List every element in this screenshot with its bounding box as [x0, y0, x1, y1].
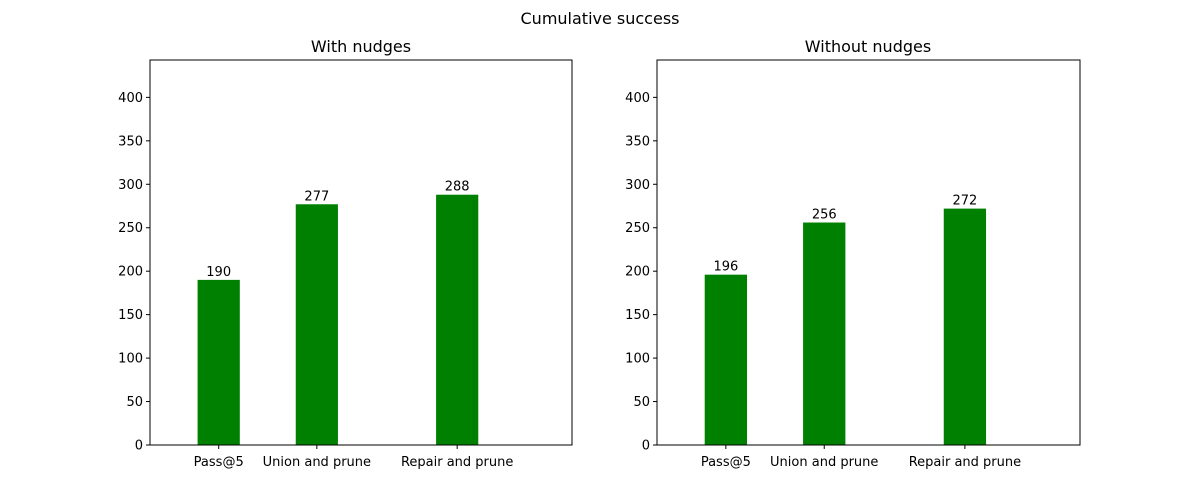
y-tick-label: 250 — [625, 221, 650, 236]
y-tick-label: 200 — [625, 265, 650, 280]
chart-title: Without nudges — [805, 37, 931, 56]
x-tick-label: Pass@5 — [194, 455, 244, 470]
figure-suptitle: Cumulative success — [521, 9, 680, 28]
chart-with-nudges: With nudges 190 277 288 0 50 100 150 200 250 300 3… — [118, 37, 573, 470]
x-tick-label: Pass@5 — [701, 455, 751, 470]
data-label: 288 — [445, 180, 470, 195]
data-label: 190 — [206, 265, 231, 280]
data-label: 272 — [952, 194, 977, 209]
y-tick-label: 100 — [118, 352, 143, 367]
y-tick-label: 50 — [126, 395, 143, 410]
y-tick-label: 400 — [625, 91, 650, 106]
y-tick-label: 300 — [118, 178, 143, 193]
y-tick-label: 0 — [135, 439, 143, 454]
data-label: 256 — [812, 208, 837, 223]
plot-frame — [656, 59, 1081, 446]
y-tick-label: 100 — [625, 352, 650, 367]
bar — [943, 208, 987, 445]
y-tick-label: 0 — [642, 439, 650, 454]
plot-area: 196 256 272 0 50 100 150 200 250 300 350 400 Pass@5 U… — [625, 59, 1081, 470]
x-tick-label: Repair and prune — [909, 455, 1021, 470]
y-tick-label: 250 — [118, 221, 143, 236]
y-tick-label: 300 — [625, 178, 650, 193]
y-tick-label: 50 — [633, 395, 650, 410]
y-tick-label: 350 — [625, 134, 650, 149]
y-tick-label: 400 — [118, 91, 143, 106]
bar — [295, 204, 338, 445]
y-tick-label: 150 — [625, 308, 650, 323]
plot-area: 190 277 288 0 50 100 150 200 250 300 350 400 Pass@5 U… — [118, 59, 573, 470]
plot-frame — [149, 59, 573, 446]
x-tick-label: Union and prune — [770, 455, 878, 470]
chart-without-nudges: Without nudges 196 256 272 0 50 100 150 200 250 3… — [625, 37, 1081, 470]
bar — [436, 194, 479, 445]
y-tick-label: 150 — [118, 308, 143, 323]
data-label: 196 — [713, 260, 738, 275]
y-tick-label: 350 — [118, 134, 143, 149]
chart-title: With nudges — [311, 37, 411, 56]
data-label: 277 — [304, 189, 329, 204]
x-tick-label: Repair and prune — [401, 455, 513, 470]
y-tick-label: 200 — [118, 265, 143, 280]
bar — [803, 222, 846, 445]
x-tick-label: Union and prune — [263, 455, 371, 470]
bar — [704, 274, 748, 445]
bar — [197, 279, 240, 445]
